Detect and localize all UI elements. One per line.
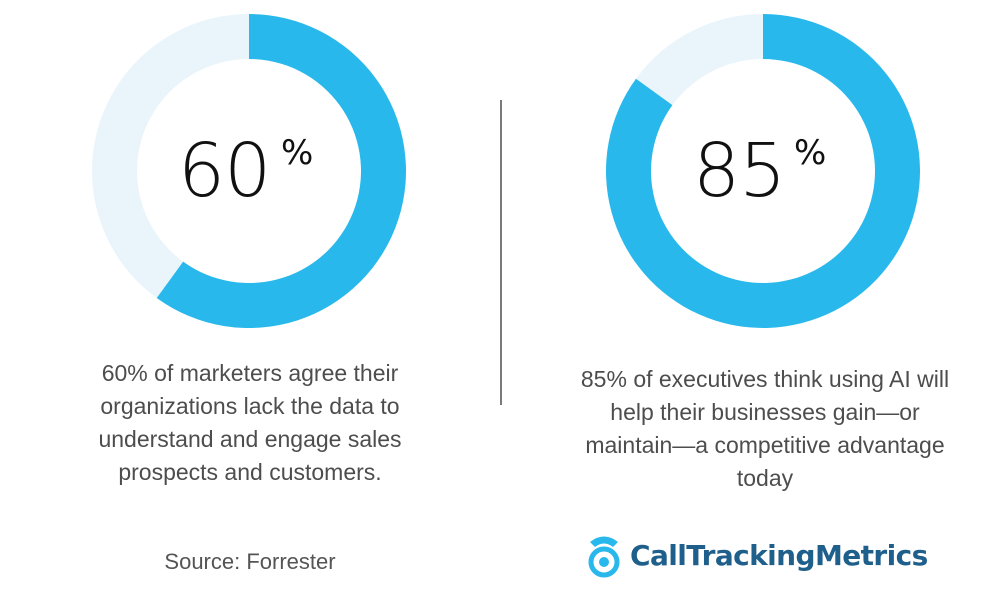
percent-sign-right: % bbox=[794, 133, 827, 173]
stat-panel-right: 85 % 85% of executives think using AI wi… bbox=[500, 0, 1000, 592]
phone-icon bbox=[588, 536, 620, 578]
big-number-right: 85 bbox=[693, 128, 786, 214]
donut-filled-slice bbox=[156, 14, 406, 328]
donut-chart-right bbox=[606, 13, 921, 328]
description-left: 60% of marketers agree their organizatio… bbox=[98, 360, 402, 485]
brand-name: CallTrackingMetrics bbox=[630, 538, 928, 572]
vertical-divider bbox=[500, 100, 502, 405]
donut-remaining-slice bbox=[92, 14, 250, 299]
source-note: Source: Forrester bbox=[164, 549, 336, 574]
stat-panel-left: 60 % 60% of marketers agree their organi… bbox=[92, 14, 406, 485]
brand-logo: CallTrackingMetrics bbox=[586, 532, 928, 578]
description-right: 85% of executives think using AI will he… bbox=[580, 366, 950, 491]
percent-sign-left: % bbox=[281, 133, 314, 173]
big-number-left: 60 bbox=[178, 128, 271, 214]
donut-remaining-slice bbox=[635, 13, 763, 106]
donut-chart-left bbox=[92, 14, 406, 328]
